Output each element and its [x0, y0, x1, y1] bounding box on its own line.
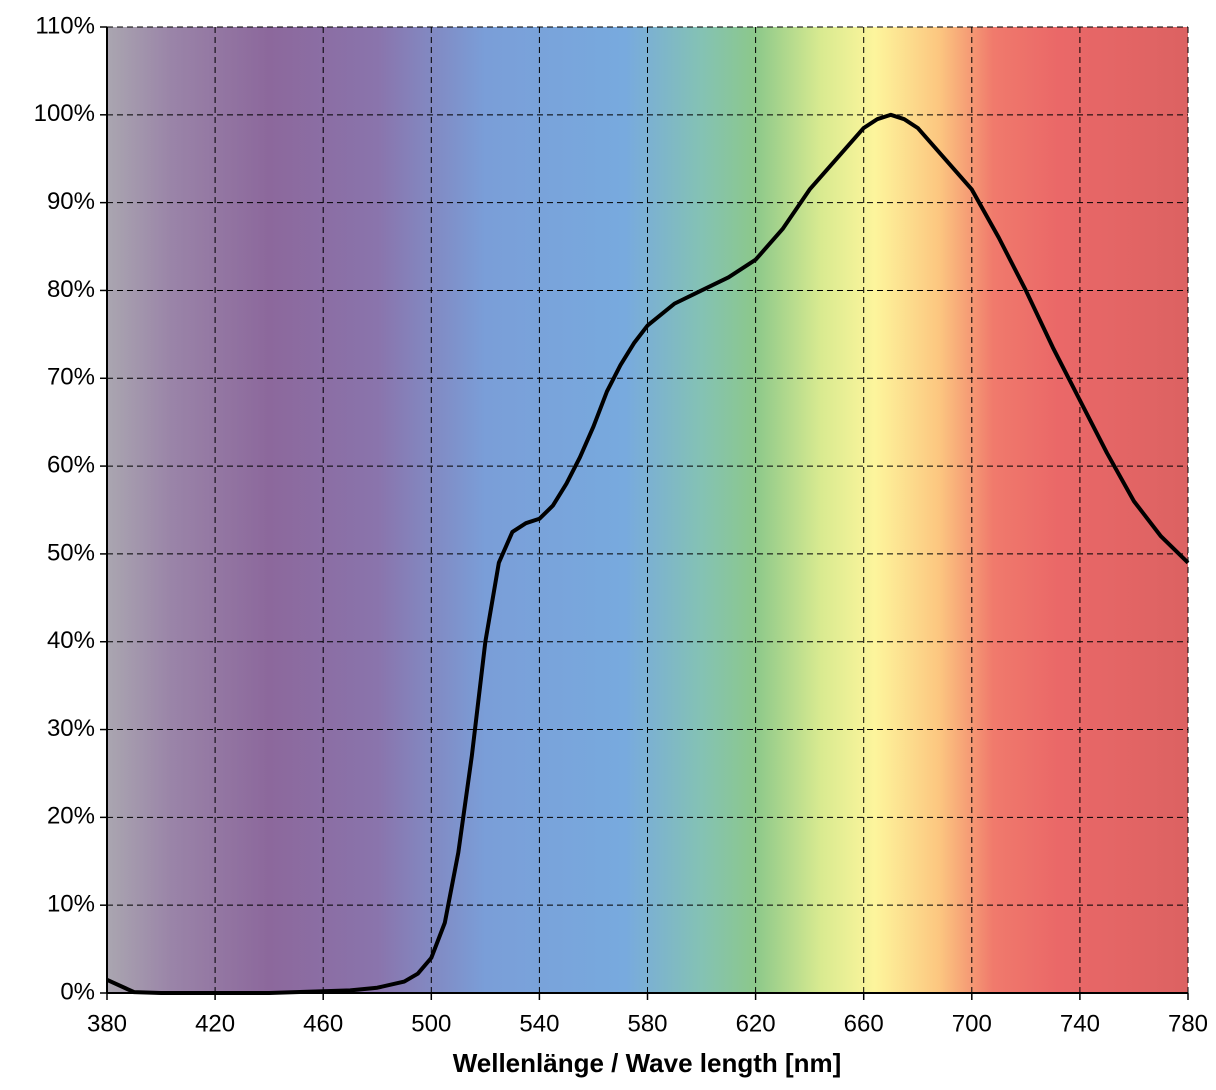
- x-tick-label: 540: [519, 1010, 559, 1037]
- x-axis-label: Wellenlänge / Wave length [nm]: [453, 1048, 842, 1078]
- x-tick-label: 660: [844, 1010, 884, 1037]
- x-tick-label: 700: [952, 1010, 992, 1037]
- y-tick-label: 70%: [47, 364, 95, 391]
- y-tick-label: 40%: [47, 627, 95, 654]
- y-tick-label: 10%: [47, 891, 95, 918]
- spectral-curve: [106, 112, 1190, 995]
- y-tick-label: 20%: [47, 803, 95, 830]
- y-tick-label: 60%: [47, 451, 95, 478]
- x-tick-label: 500: [411, 1010, 451, 1037]
- x-tick-label: 740: [1060, 1010, 1100, 1037]
- x-tick-label: 620: [736, 1010, 776, 1037]
- x-tick-label: 420: [195, 1010, 235, 1037]
- y-tick-label: 50%: [47, 539, 95, 566]
- y-tick-label: 0%: [60, 978, 95, 1005]
- x-tick-label: 380: [87, 1010, 127, 1037]
- y-tick-label: 80%: [47, 276, 95, 303]
- y-tick-label: 100%: [34, 100, 95, 127]
- y-tick-label: 90%: [47, 188, 95, 215]
- y-tick-label: 30%: [47, 715, 95, 742]
- x-tick-label: 460: [303, 1010, 343, 1037]
- y-tick-label: 110%: [35, 12, 95, 39]
- x-tick-label: 580: [627, 1010, 667, 1037]
- x-tick-label: 780: [1168, 1010, 1208, 1037]
